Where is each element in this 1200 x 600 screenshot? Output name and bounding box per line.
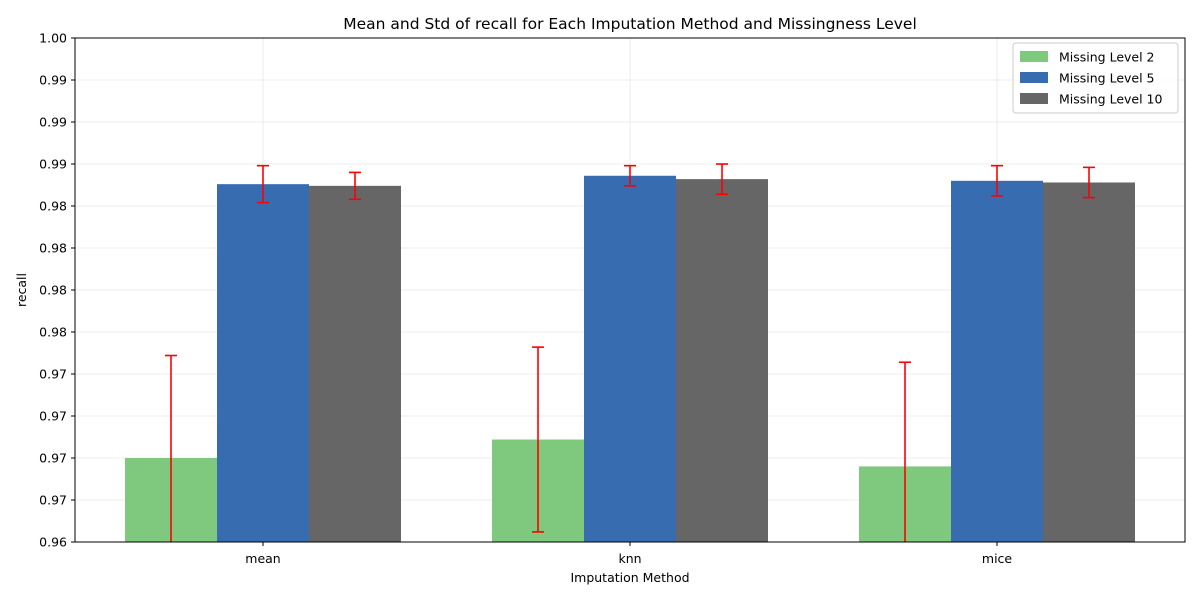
bar (676, 179, 768, 542)
legend-swatch (1020, 72, 1048, 83)
y-tick-label: 0.99 (39, 73, 67, 88)
x-tick-label: mean (245, 551, 280, 566)
x-tick-label: knn (618, 551, 641, 566)
legend-swatch (1020, 51, 1048, 62)
bar (217, 184, 309, 542)
y-axis-label: recall (14, 273, 29, 307)
x-axis-ticks: mean knn mice (245, 542, 1012, 566)
y-tick-label: 0.99 (39, 157, 67, 172)
y-tick-label: 0.98 (39, 283, 67, 298)
bars (125, 175, 1135, 543)
y-tick-label: 0.98 (39, 199, 67, 214)
y-axis-ticks: 0.96 0.97 0.97 0.97 0.97 0.98 0.98 0.98 0.98 0.99… (39, 31, 75, 550)
y-tick-label: 0.97 (39, 451, 67, 466)
y-tick-label: 0.97 (39, 367, 67, 382)
bar (309, 185, 401, 542)
y-tick-label: 0.98 (39, 325, 67, 340)
y-tick-label: 0.97 (39, 409, 67, 424)
x-axis-label: Imputation Method (570, 570, 689, 585)
legend-label: Missing Level 10 (1059, 92, 1163, 107)
error-bars (165, 163, 1095, 542)
legend-box (1012, 42, 1179, 114)
bar (1043, 182, 1135, 543)
bar (951, 180, 1043, 543)
x-tick-label: mice (982, 551, 1013, 566)
bar (584, 175, 676, 542)
legend: Missing Level 2 Missing Level 5 Missing Le… (1012, 42, 1179, 114)
y-tick-label: 0.97 (39, 493, 67, 508)
legend-label: Missing Level 2 (1059, 50, 1155, 65)
y-tick-label: 0.98 (39, 241, 67, 256)
chart-title: Mean and Std of recall for Each Imputati… (343, 15, 917, 33)
legend-label: Missing Level 5 (1059, 71, 1155, 86)
y-tick-label: 1.00 (39, 31, 67, 46)
legend-swatch (1020, 93, 1048, 104)
y-tick-label: 0.99 (39, 115, 67, 130)
y-tick-label: 0.96 (39, 535, 67, 550)
